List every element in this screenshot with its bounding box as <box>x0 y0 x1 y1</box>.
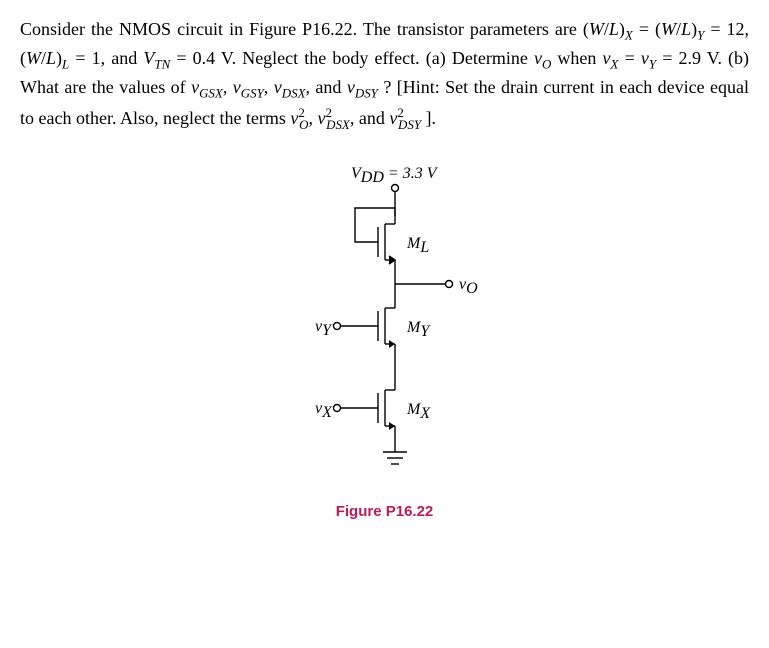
text-frag: = 1, and <box>75 48 143 68</box>
transistor-MX <box>333 382 395 452</box>
my-label: MY <box>406 319 431 340</box>
vx-node <box>333 405 340 412</box>
problem-text: Consider the NMOS circuit in Figure P16.… <box>20 16 749 134</box>
vtn: VTN <box>143 48 170 68</box>
vgsy: vGSY <box>233 77 264 97</box>
ratio-x: (W/L)X <box>583 19 633 39</box>
vo: vO <box>534 48 551 68</box>
vo-node <box>445 281 452 288</box>
vdsy2: v2DSY <box>389 108 421 128</box>
text-frag: ]. <box>426 108 437 128</box>
figure-caption: Figure P16.22 <box>20 503 749 520</box>
vx: vX <box>603 48 619 68</box>
figure-area: VDD = 3.3 V ML vO <box>20 164 749 520</box>
vy-node <box>333 323 340 330</box>
ratio-y: (W/L)Y <box>655 19 704 39</box>
vdsy: vDSY <box>347 77 378 97</box>
vy-label: vY <box>315 318 333 339</box>
vgsx: vGSX <box>191 77 223 97</box>
ml-label: ML <box>406 235 429 256</box>
vdsx: vDSX <box>274 77 306 97</box>
vo2: v2O <box>290 108 308 128</box>
circuit-diagram: VDD = 3.3 V ML vO <box>255 164 515 484</box>
vdd-node <box>391 185 398 192</box>
transistor-MY <box>333 300 395 382</box>
vdd-label: VDD = 3.3 V <box>351 165 439 186</box>
ratio-l: (W/L)L <box>20 48 69 68</box>
vy: vY <box>641 48 656 68</box>
text-frag: = 12, <box>710 19 749 39</box>
vo-label: vO <box>459 276 478 297</box>
text-frag: Consider the NMOS circuit in Figure P16.… <box>20 19 583 39</box>
transistor-ML <box>355 208 395 300</box>
ground-symbol <box>383 452 407 464</box>
text-frag: = 0.4 V. Neglect the body effect. (a) De… <box>176 48 534 68</box>
mx-label: MX <box>406 401 431 422</box>
text-frag: when <box>557 48 602 68</box>
vx-label: vX <box>315 400 333 421</box>
vdsx2: v2DSX <box>317 108 349 128</box>
